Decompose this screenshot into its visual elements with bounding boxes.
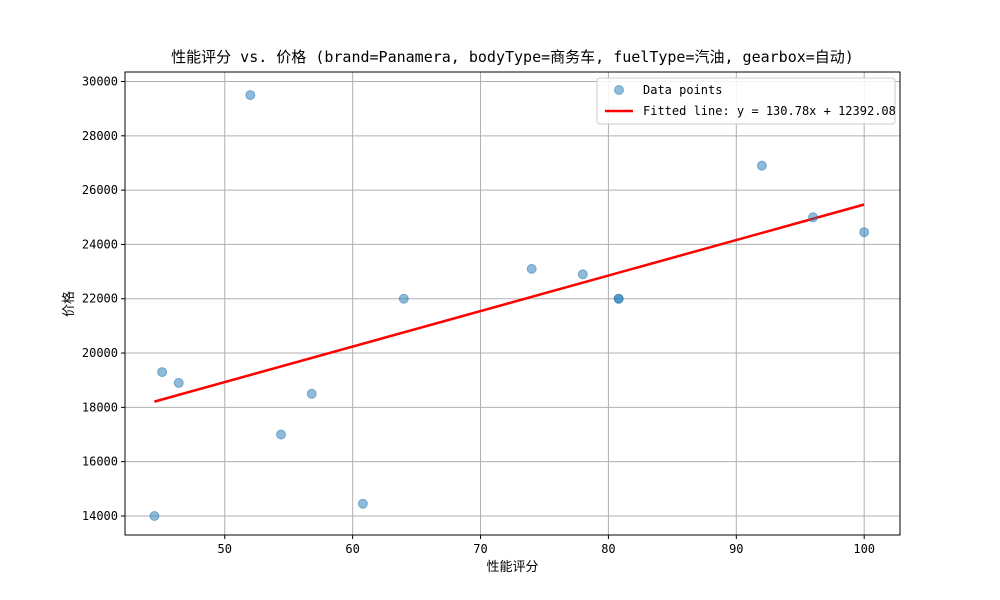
chart-title: 性能评分 vs. 价格 (brand=Panamera, bodyType=商务… — [171, 48, 854, 66]
data-point — [173, 377, 184, 388]
data-point — [859, 227, 870, 238]
data-point — [613, 293, 624, 304]
data-point — [276, 429, 287, 440]
x-axis-ticks: 50 60 70 80 90 100 — [218, 535, 875, 556]
y-axis-ticks: 14000 16000 18000 20000 22000 24000 26000 28000… — [82, 75, 125, 523]
data-point — [577, 269, 588, 280]
x-tick-label: 70 — [473, 542, 487, 556]
y-tick-label: 18000 — [82, 400, 118, 414]
legend-scatter-marker — [614, 85, 624, 95]
legend: Data points Fitted line: y = 130.78x + 1… — [596, 77, 896, 125]
y-tick-label: 20000 — [82, 346, 118, 360]
y-tick-label: 24000 — [82, 237, 118, 251]
y-tick-label: 22000 — [82, 292, 118, 306]
x-axis-label: 性能评分 — [486, 560, 538, 575]
x-tick-label: 60 — [345, 542, 359, 556]
x-tick-label: 50 — [218, 542, 232, 556]
y-axis-label: 价格 — [61, 291, 77, 317]
data-point — [306, 388, 317, 399]
y-tick-label: 28000 — [82, 129, 118, 143]
x-tick-label: 80 — [601, 542, 615, 556]
grid-lines — [125, 72, 900, 535]
y-tick-label: 26000 — [82, 183, 118, 197]
data-point — [756, 160, 767, 171]
data-point — [526, 263, 537, 274]
x-tick-label: 100 — [853, 542, 875, 556]
y-tick-label: 16000 — [82, 455, 118, 469]
legend-label-fitted-line: Fitted line: y = 130.78x + 12392.08 — [643, 104, 896, 118]
data-point — [398, 293, 409, 304]
fitted-line-layer — [154, 203, 865, 403]
data-point — [808, 212, 819, 223]
data-point — [357, 498, 368, 509]
legend-box — [596, 77, 896, 125]
fitted-regression-line — [154, 203, 865, 403]
data-points-layer — [149, 90, 870, 521]
data-point — [149, 510, 160, 521]
y-tick-label: 30000 — [82, 75, 118, 89]
data-point — [157, 367, 168, 378]
x-tick-label: 90 — [729, 542, 743, 556]
data-point — [245, 90, 256, 101]
y-tick-label: 14000 — [82, 509, 118, 523]
plot-area-frame — [124, 71, 901, 536]
legend-label-data-points: Data points — [643, 83, 722, 97]
